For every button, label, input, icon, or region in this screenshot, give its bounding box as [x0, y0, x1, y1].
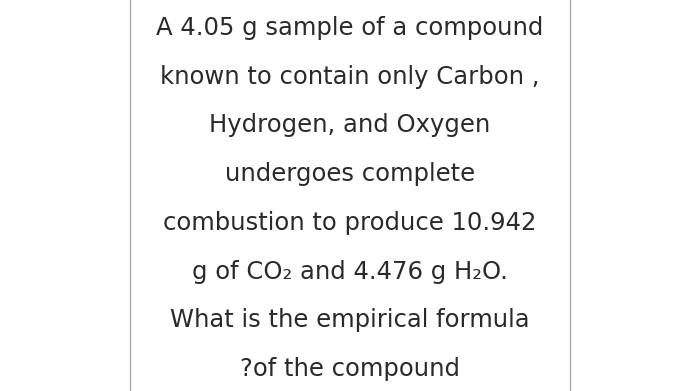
Text: known to contain only Carbon ,: known to contain only Carbon ,	[160, 65, 540, 89]
Text: g of CO₂ and 4.476 g H₂O.: g of CO₂ and 4.476 g H₂O.	[192, 260, 508, 283]
Text: ?of the compound: ?of the compound	[240, 357, 460, 381]
Text: Hydrogen, and Oxygen: Hydrogen, and Oxygen	[209, 113, 491, 137]
Text: A 4.05 g sample of a compound: A 4.05 g sample of a compound	[156, 16, 544, 40]
Text: What is the empirical formula: What is the empirical formula	[170, 308, 530, 332]
Text: combustion to produce 10.942: combustion to produce 10.942	[163, 211, 537, 235]
Text: undergoes complete: undergoes complete	[225, 162, 475, 186]
